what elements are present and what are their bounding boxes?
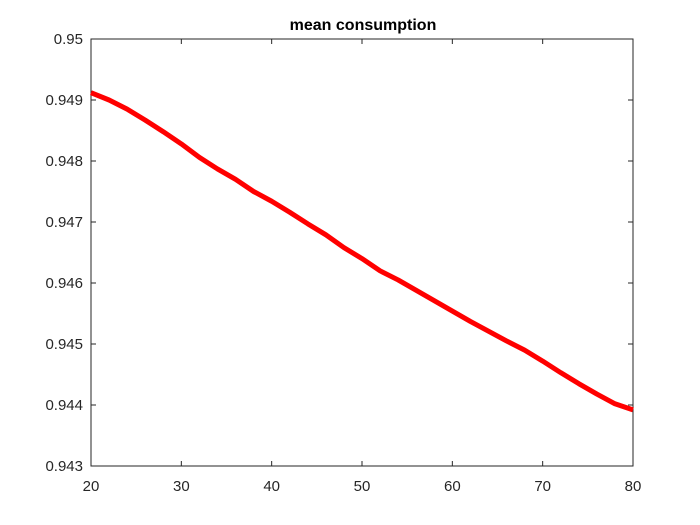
x-tick-label: 60 [444, 478, 461, 495]
x-tick-label: 40 [263, 478, 280, 495]
x-tick-label: 50 [354, 478, 371, 495]
y-tick-label: 0.943 [45, 458, 83, 475]
x-tick-label: 80 [625, 478, 642, 495]
series-line [90, 90, 634, 413]
x-tick-label: 30 [173, 478, 190, 495]
y-tick-label: 0.948 [45, 153, 83, 170]
y-tick-label: 0.949 [45, 92, 83, 109]
x-tick-label: 70 [534, 478, 551, 495]
y-tick-label: 0.946 [45, 275, 83, 292]
chart-title: mean consumption [290, 17, 437, 34]
y-tick-label: 0.944 [45, 397, 83, 414]
plot-area [90, 38, 634, 467]
y-tick-label: 0.947 [45, 214, 83, 231]
y-tick-label: 0.945 [45, 336, 83, 353]
x-axis: 20 30 40 50 60 70 80 [83, 39, 642, 495]
y-tick-label: 0.95 [54, 31, 83, 48]
x-tick-label: 20 [83, 478, 100, 495]
y-axis: 0.943 0.944 0.945 0.946 0.947 0.948 0.949 0.95 [45, 31, 633, 475]
series-layer [90, 90, 634, 413]
